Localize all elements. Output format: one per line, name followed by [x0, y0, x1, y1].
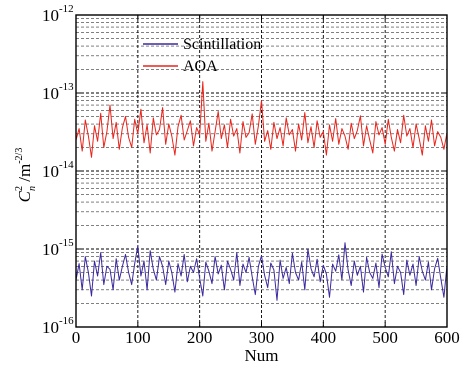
x-tick-label: 500: [372, 328, 398, 347]
y-axis-title-sup: 2: [14, 186, 25, 191]
y-tick-label-exponent: -16: [59, 315, 74, 327]
y-axis-title-base: C: [15, 190, 34, 202]
x-tick-label: 400: [311, 328, 337, 347]
x-tick-label: 200: [187, 328, 213, 347]
y-tick-label-base: 10: [42, 318, 59, 337]
series-line-scintillation: [75, 242, 448, 301]
y-axis-title-sub: n: [27, 186, 38, 191]
x-axis-title: Num: [245, 346, 279, 365]
legend-label-aoa: AOA: [183, 58, 218, 75]
ticks: [75, 14, 448, 328]
svg-text:C2n /m-2/3: C2 n /m-2/3: [14, 148, 38, 203]
y-tick-label-exponent: -14: [59, 159, 74, 171]
series-layer: [75, 81, 448, 301]
x-tick-label: 100: [125, 328, 151, 347]
legend: Scintillation AOA: [143, 36, 261, 75]
y-axis-title-unit: /m: [15, 164, 34, 186]
y-tick-label-exponent: -15: [59, 237, 74, 249]
x-tick-label: 300: [249, 328, 275, 347]
y-axis-title: C2 n /m-2/3: [14, 148, 38, 203]
y-tick-label-exponent: -12: [59, 3, 74, 15]
x-tick-label: 0: [72, 328, 81, 347]
y-tick-label-base: 10: [42, 240, 59, 259]
grid: [76, 15, 447, 327]
y-axis-title-unit-exp: -2/3: [14, 148, 25, 164]
series-line-aoa: [75, 81, 448, 158]
y-tick-label-base: 10: [42, 84, 59, 103]
legend-label-scintillation: Scintillation: [183, 36, 261, 53]
y-tick-label-base: 10: [42, 6, 59, 25]
x-tick-label: 600: [434, 328, 460, 347]
y-tick-label-base: 10: [42, 162, 59, 181]
y-tick-label-exponent: -13: [59, 81, 74, 93]
x-tick-labels: 0 100 200 300 400 500 600: [72, 328, 460, 347]
